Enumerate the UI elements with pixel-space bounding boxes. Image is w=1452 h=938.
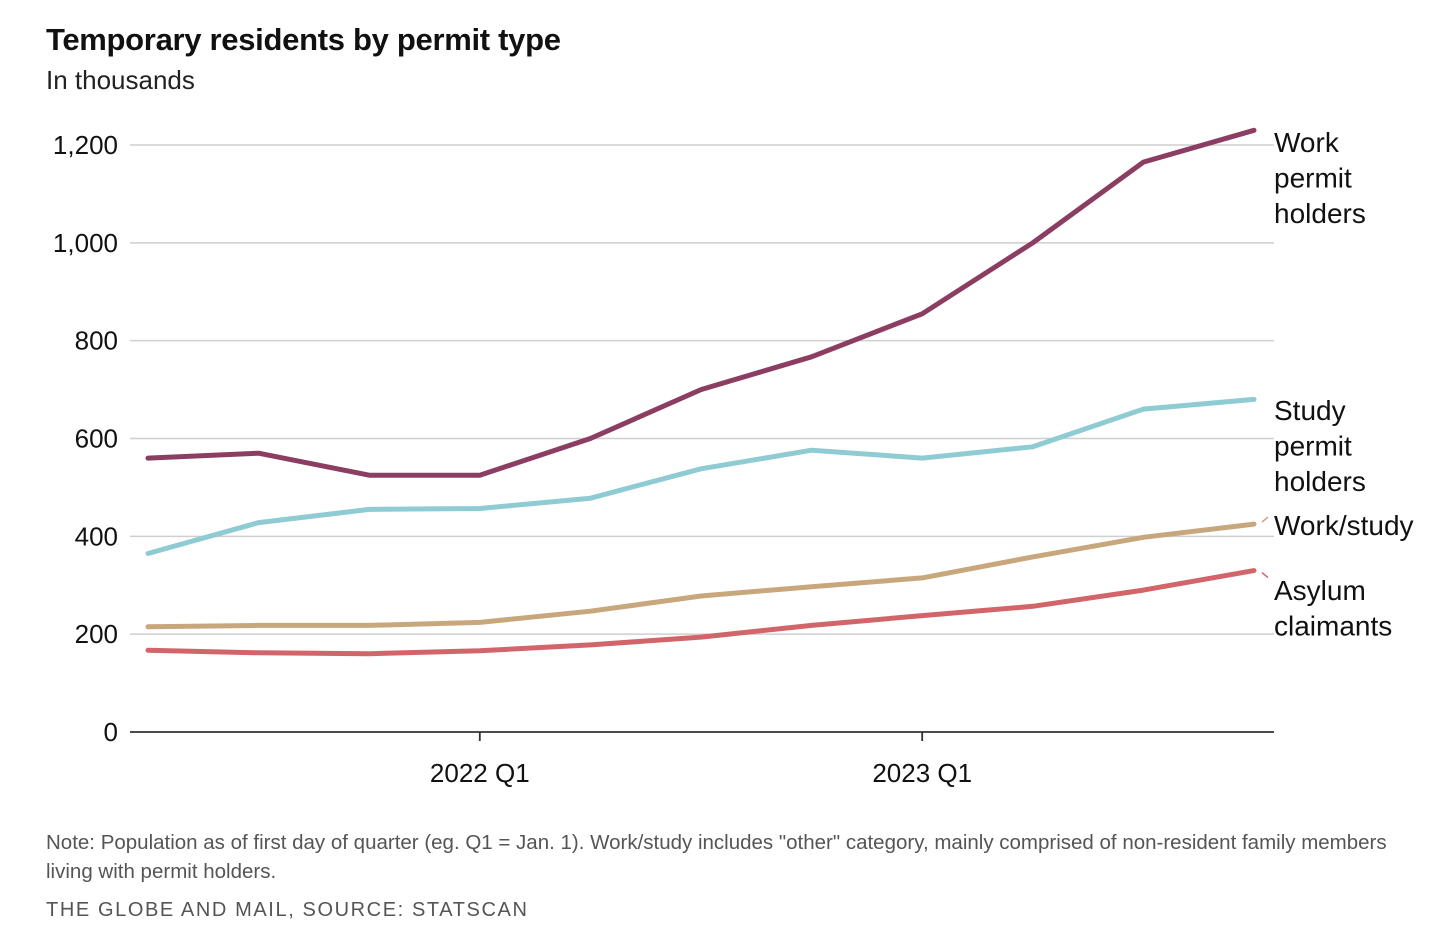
series-line-asylum-claimants: [145, 568, 1257, 657]
series-line-work-permit-holders: [145, 127, 1257, 478]
series-label: Study permit holders: [1274, 395, 1366, 497]
chart-subtitle: In thousands: [46, 65, 195, 95]
series-label: Asylum claimants: [1274, 575, 1392, 642]
chart-credit: THE GLOBE AND MAIL, SOURCE: STATSCAN: [46, 899, 529, 921]
x-tick-label: 2023 Q1: [872, 758, 972, 788]
y-tick-label: 600: [75, 424, 118, 454]
series-line-work-study: [145, 521, 1257, 630]
y-tick-label: 0: [104, 717, 118, 747]
x-tick-label: 2022 Q1: [430, 758, 530, 788]
chart-title: Temporary residents by permit type: [46, 22, 561, 57]
y-tick-label: 800: [75, 326, 118, 356]
y-tick-label: 400: [75, 521, 118, 551]
y-tick-label: 1,200: [53, 130, 118, 160]
series-label: Work/study: [1274, 510, 1414, 541]
series-label: Work permit holders: [1274, 127, 1366, 229]
y-axis-tick-labels: 0 200 400 600 800 1,000 1,200: [53, 130, 118, 747]
x-axis: 2022 Q1 2023 Q1: [130, 731, 1274, 788]
gridlines: [130, 144, 1274, 635]
label-leader: [1261, 571, 1269, 579]
y-tick-label: 1,000: [53, 228, 118, 258]
series-line-study-permit-holders: [145, 396, 1257, 556]
y-tick-label: 200: [75, 619, 118, 649]
chart-note: Note: Population as of first day of quar…: [46, 831, 1387, 883]
label-leader: [1261, 516, 1269, 523]
series-labels: Work permit holders Study permit holders Work/…: [1261, 127, 1414, 642]
series-lines: [145, 127, 1257, 657]
